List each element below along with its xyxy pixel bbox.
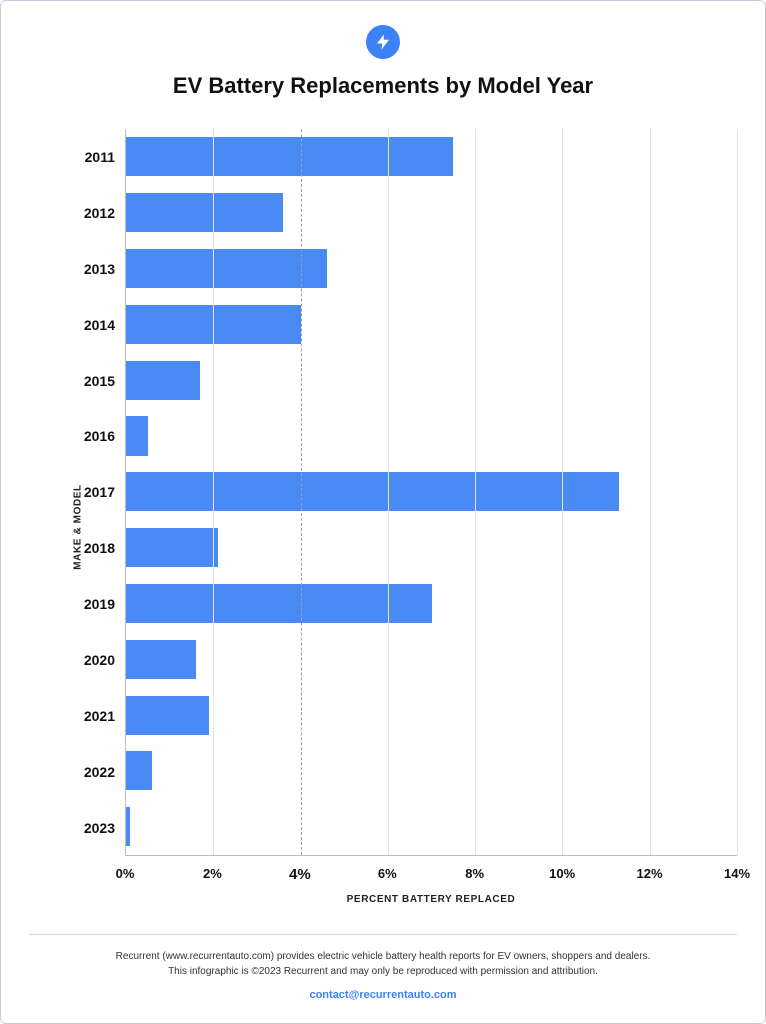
gridline	[213, 129, 214, 855]
x-axis-ticks: 0%2%4%6%8%10%12%14%	[125, 866, 737, 886]
y-axis-label: 2023	[67, 800, 125, 856]
bar-row	[126, 464, 737, 520]
gridline	[562, 129, 563, 855]
bar	[126, 137, 453, 176]
bolt-icon	[366, 25, 400, 59]
footer: Recurrent (www.recurrentauto.com) provid…	[29, 934, 737, 1004]
x-axis-tick: 0%	[116, 866, 135, 881]
gridline	[475, 129, 476, 855]
bar-row	[126, 631, 737, 687]
bar-row	[126, 296, 737, 352]
bar-row	[126, 241, 737, 297]
bar	[126, 584, 432, 623]
bar	[126, 640, 196, 679]
y-axis-label: 2012	[67, 185, 125, 241]
y-axis-label: 2013	[67, 241, 125, 297]
x-axis-tick: 4%	[289, 866, 311, 883]
bar-row	[126, 576, 737, 632]
bar-row	[126, 129, 737, 185]
bar	[126, 416, 148, 455]
gridline	[388, 129, 389, 855]
bar-row	[126, 687, 737, 743]
x-axis-title: PERCENT BATTERY REPLACED	[125, 894, 737, 905]
y-axis-title: MAKE & MODEL	[72, 484, 83, 570]
bar	[126, 696, 209, 735]
gridline	[301, 129, 302, 855]
chart: MAKE & MODEL 201120122013201420152016 201…	[29, 129, 737, 926]
bars-container	[126, 129, 737, 855]
chart-title: EV Battery Replacements by Model Year	[29, 73, 737, 99]
logo-row	[29, 25, 737, 59]
bar-row	[126, 185, 737, 241]
footer-contact: contact@recurrentauto.com	[29, 987, 737, 1004]
y-axis-label: 2016	[67, 408, 125, 464]
x-axis-tick: 10%	[549, 866, 575, 881]
y-axis-label: 2022	[67, 744, 125, 800]
bar	[126, 807, 130, 846]
x-axis-tick: 8%	[465, 866, 484, 881]
gridline	[650, 129, 651, 855]
bar	[126, 528, 218, 567]
y-axis-label: 2020	[67, 632, 125, 688]
y-axis-label: 2015	[67, 353, 125, 409]
y-axis-label: 2014	[67, 297, 125, 353]
plot-area	[125, 129, 737, 856]
footer-line-1: Recurrent (www.recurrentauto.com) provid…	[29, 949, 737, 964]
x-axis-tick: 12%	[637, 866, 663, 881]
bar-row	[126, 352, 737, 408]
y-axis-label: 2021	[67, 688, 125, 744]
bar-row	[126, 743, 737, 799]
bar-row	[126, 520, 737, 576]
x-axis-tick: 6%	[378, 866, 397, 881]
y-axis-label: 2011	[67, 129, 125, 185]
bar-row	[126, 799, 737, 855]
y-axis-label: 2019	[67, 576, 125, 632]
gridline	[737, 129, 738, 855]
bar	[126, 472, 619, 511]
bar	[126, 361, 200, 400]
bar	[126, 751, 152, 790]
x-axis-tick: 2%	[203, 866, 222, 881]
bar-row	[126, 408, 737, 464]
bar	[126, 193, 283, 232]
bar	[126, 249, 327, 288]
footer-line-2: This infographic is ©2023 Recurrent and …	[29, 964, 737, 979]
x-axis-tick: 14%	[724, 866, 750, 881]
